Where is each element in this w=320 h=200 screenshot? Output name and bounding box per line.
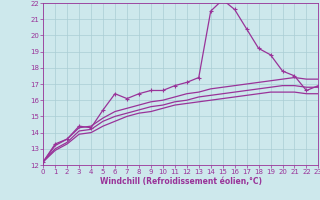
X-axis label: Windchill (Refroidissement éolien,°C): Windchill (Refroidissement éolien,°C) [100,177,262,186]
